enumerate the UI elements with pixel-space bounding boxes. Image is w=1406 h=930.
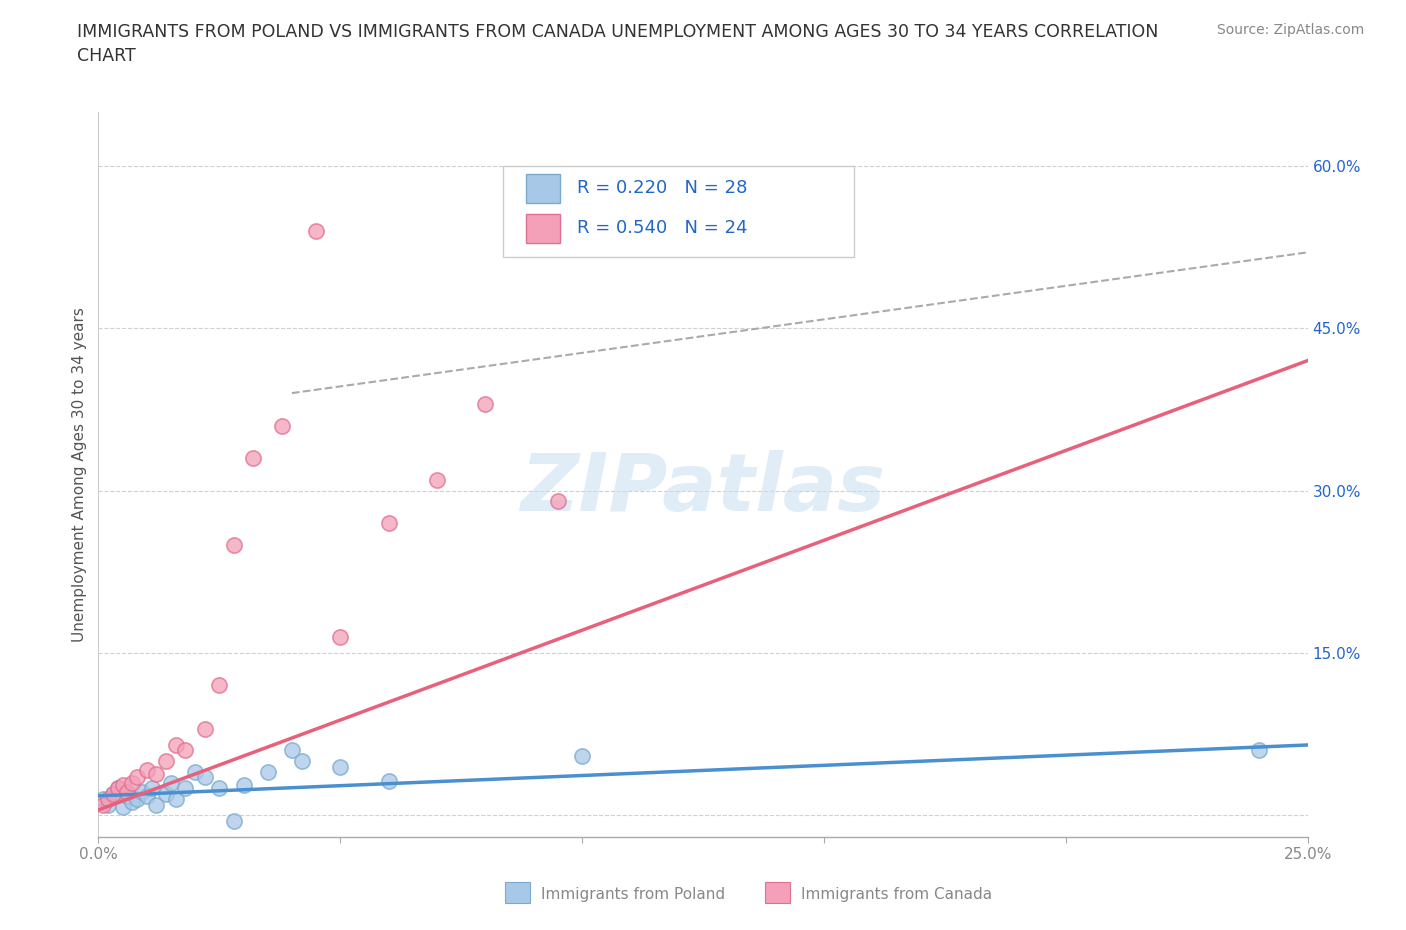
Point	[155, 786, 177, 801]
Point	[290, 754, 312, 769]
Point	[101, 786, 124, 801]
Point	[194, 770, 217, 785]
Point	[165, 791, 187, 806]
Text: Immigrants from Poland: Immigrants from Poland	[541, 887, 725, 902]
Text: R = 0.220   N = 28: R = 0.220 N = 28	[578, 179, 748, 197]
Point	[91, 797, 114, 812]
Point	[127, 770, 149, 785]
Point	[145, 797, 167, 812]
Text: R = 0.540   N = 24: R = 0.540 N = 24	[578, 219, 748, 237]
Point	[107, 781, 129, 796]
Point	[208, 781, 231, 796]
Text: ZIPatlas: ZIPatlas	[520, 450, 886, 528]
Point	[111, 777, 134, 792]
Point	[222, 814, 245, 829]
Point	[208, 678, 231, 693]
Point	[155, 754, 177, 769]
Text: IMMIGRANTS FROM POLAND VS IMMIGRANTS FROM CANADA UNEMPLOYMENT AMONG AGES 30 TO 3: IMMIGRANTS FROM POLAND VS IMMIGRANTS FRO…	[77, 23, 1159, 65]
Point	[184, 764, 207, 779]
Point	[117, 784, 139, 799]
Point	[135, 789, 157, 804]
Point	[135, 763, 157, 777]
Point	[256, 764, 278, 779]
Point	[329, 759, 352, 774]
Point	[174, 743, 197, 758]
Point	[329, 630, 352, 644]
Point	[127, 791, 149, 806]
Point	[131, 784, 153, 799]
Point	[117, 789, 139, 804]
Point	[474, 396, 496, 411]
Point	[281, 743, 304, 758]
Text: Immigrants from Canada: Immigrants from Canada	[801, 887, 993, 902]
Point	[271, 418, 294, 433]
Point	[547, 494, 569, 509]
FancyBboxPatch shape	[526, 214, 561, 243]
Point	[145, 766, 167, 781]
Point	[97, 791, 120, 806]
Point	[377, 773, 399, 788]
Point	[377, 515, 399, 530]
Point	[232, 777, 254, 792]
Point	[91, 791, 114, 806]
Point	[121, 795, 143, 810]
Point	[174, 781, 197, 796]
Point	[571, 749, 593, 764]
Point	[160, 776, 183, 790]
Point	[242, 451, 264, 466]
Point	[1249, 743, 1271, 758]
Point	[305, 223, 328, 238]
Point	[165, 737, 187, 752]
Point	[107, 781, 129, 796]
Text: Source: ZipAtlas.com: Source: ZipAtlas.com	[1216, 23, 1364, 37]
Y-axis label: Unemployment Among Ages 30 to 34 years: Unemployment Among Ages 30 to 34 years	[72, 307, 87, 642]
FancyBboxPatch shape	[526, 174, 561, 203]
Point	[222, 538, 245, 552]
Point	[97, 797, 120, 812]
Point	[426, 472, 449, 487]
Point	[101, 786, 124, 801]
FancyBboxPatch shape	[503, 166, 855, 257]
Point	[141, 781, 163, 796]
Point	[111, 799, 134, 814]
Point	[194, 722, 217, 737]
Point	[121, 776, 143, 790]
